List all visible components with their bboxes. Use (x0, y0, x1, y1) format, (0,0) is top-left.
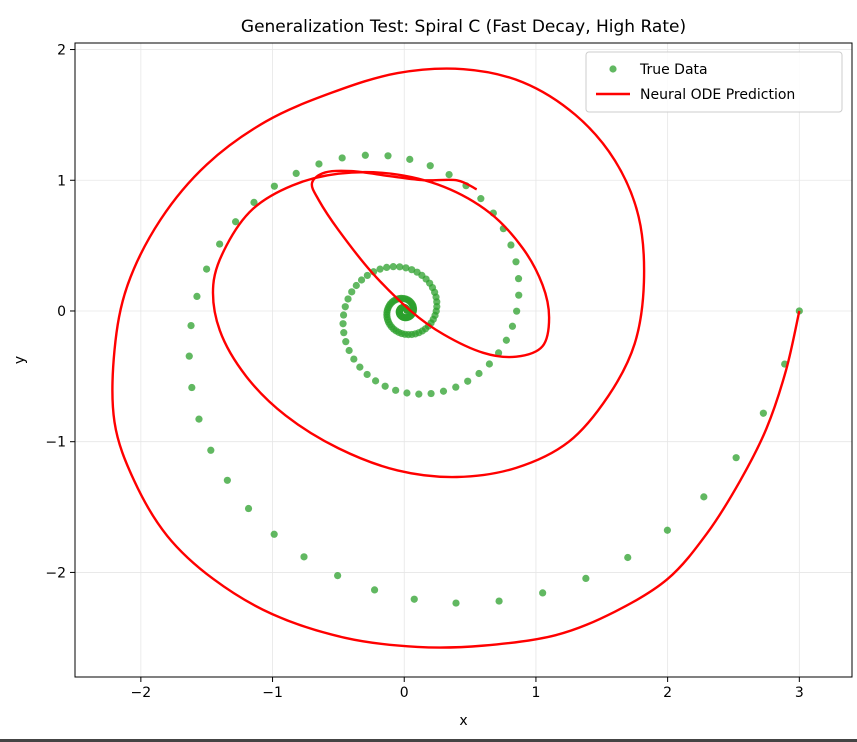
true-data-point (663, 526, 671, 534)
true-data-point (495, 597, 503, 605)
true-data-point (513, 307, 521, 315)
legend-box (585, 51, 843, 113)
true-data-point (384, 152, 392, 160)
true-data-point (188, 383, 196, 392)
true-data-point (759, 409, 767, 417)
true-data-point (396, 263, 404, 271)
true-data-point (700, 493, 708, 501)
true-data-point (402, 264, 410, 272)
true-data-point (342, 338, 350, 346)
true-data-point (406, 155, 414, 163)
x-tick-label: 2 (663, 685, 672, 701)
true-data-point (292, 169, 300, 177)
true-data-point (383, 263, 391, 272)
true-data-point (231, 218, 240, 226)
true-data-point (334, 571, 342, 580)
legend-label-prediction: Neural ODE Prediction (640, 87, 795, 103)
true-data-point (357, 276, 366, 284)
true-data-point (477, 195, 485, 203)
true-data-point (464, 377, 472, 385)
true-data-point (515, 291, 523, 299)
true-data-point (363, 271, 371, 280)
true-data-point (270, 182, 278, 190)
true-data-point (315, 160, 323, 168)
true-data-point (494, 349, 503, 357)
true-data-point (195, 415, 203, 423)
y-axis-label: y (12, 356, 28, 364)
x-tick-label: 1 (531, 685, 540, 701)
true-data-point (339, 311, 348, 319)
true-data-point (370, 586, 379, 594)
true-data-point (624, 553, 632, 562)
true-data-point (410, 595, 418, 603)
true-data-point (539, 589, 547, 597)
true-data-point (582, 574, 590, 583)
true-data-point (732, 454, 740, 462)
x-tick-label: −1 (262, 685, 283, 701)
true-data-point (348, 288, 356, 296)
true-data-point (244, 504, 253, 513)
x-tick-label: −2 (131, 685, 152, 701)
legend-label-true-data: True Data (639, 62, 708, 78)
true-data-point (187, 321, 195, 330)
true-data-point (508, 322, 517, 330)
true-data-point (341, 303, 349, 311)
true-data-point (270, 530, 278, 538)
true-data-point (452, 383, 460, 391)
true-data-point (439, 387, 448, 395)
y-tick-label: −2 (45, 565, 66, 581)
y-tick-label: 0 (57, 304, 66, 320)
true-data-point (300, 553, 308, 561)
true-data-point (389, 263, 397, 271)
true-data-point (514, 275, 523, 283)
true-data-point (344, 295, 352, 303)
true-data-point (223, 476, 231, 484)
true-data-point (339, 320, 347, 328)
true-data-point (376, 265, 384, 273)
true-data-point (203, 265, 211, 273)
true-data-point (452, 599, 460, 607)
true-data-point (507, 241, 515, 249)
true-data-point (207, 446, 215, 454)
true-data-point (340, 329, 348, 337)
y-tick-label: 2 (57, 43, 66, 59)
true-data-point (363, 370, 371, 379)
y-tick-label: 1 (57, 173, 66, 189)
legend: True Data Neural ODE Prediction (585, 51, 843, 113)
true-data-point (352, 281, 360, 290)
window-bottom-border (0, 739, 857, 742)
true-data-series (185, 151, 803, 607)
true-data-point (250, 198, 258, 206)
true-data-point (392, 386, 400, 394)
true-data-point (445, 170, 453, 179)
true-data-point (193, 292, 201, 301)
x-axis-label: x (459, 713, 467, 729)
y-tick-label: −1 (45, 435, 66, 451)
true-data-point (356, 363, 364, 371)
true-data-point (426, 162, 434, 170)
true-data-point (408, 266, 416, 274)
true-data-point (485, 360, 493, 368)
chart-title: Generalization Test: Spiral C (Fast Deca… (241, 17, 686, 37)
true-data-point (403, 389, 411, 397)
true-data-point (415, 390, 423, 398)
true-data-point (350, 355, 358, 363)
true-data-point (361, 151, 369, 159)
true-data-point (502, 336, 510, 344)
true-data-point (216, 240, 224, 248)
true-data-point (475, 369, 483, 378)
x-tick-label: 3 (795, 685, 804, 701)
true-data-point (185, 352, 193, 360)
true-data-point (345, 346, 353, 355)
true-data-point (371, 377, 380, 385)
true-data-point (512, 258, 520, 266)
neural-ode-prediction-line (111, 67, 801, 649)
true-data-point (381, 382, 389, 390)
legend-marker-true-data (609, 65, 617, 73)
x-tick-label: 0 (400, 685, 409, 701)
true-data-point (338, 154, 346, 162)
plot-frame (74, 42, 853, 678)
true-data-point (427, 389, 435, 398)
